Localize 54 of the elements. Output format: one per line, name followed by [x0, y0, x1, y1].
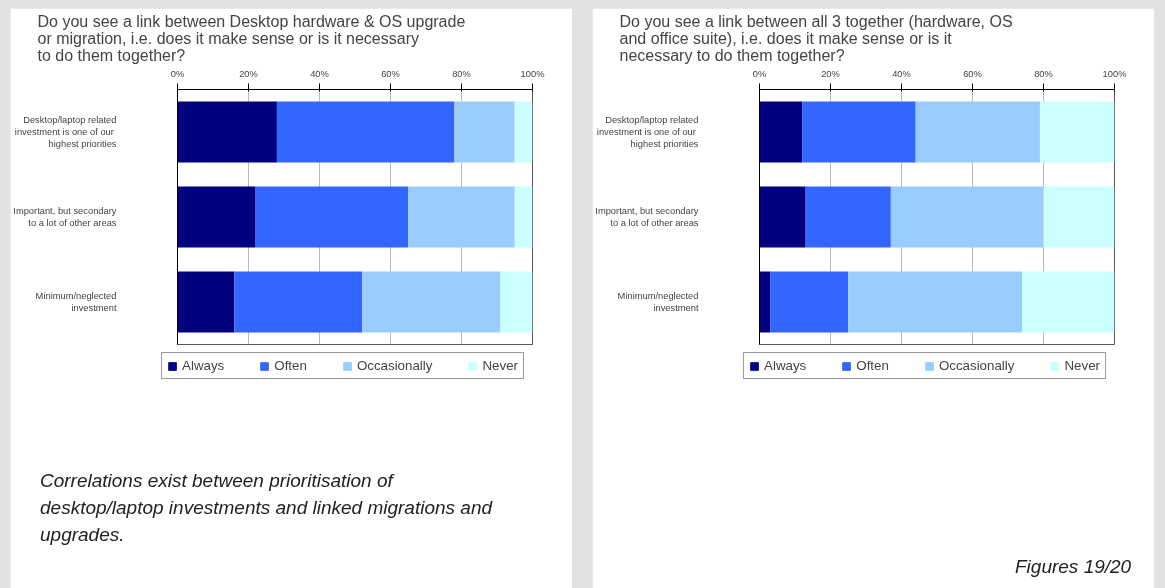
- bar: [408, 186, 515, 248]
- legend-label: Often: [856, 358, 889, 373]
- bar: [759, 101, 803, 163]
- bar: [759, 271, 771, 333]
- x-tick-label: 80%: [1034, 68, 1053, 79]
- x-tick-label: 40%: [310, 68, 329, 79]
- bar: [1039, 101, 1115, 163]
- x-tick-label: 60%: [381, 68, 400, 79]
- legend-label: Always: [182, 358, 225, 373]
- bar: [770, 271, 849, 333]
- chart-title: Do you see a link between all 3 together (hardware, OS and office suite), i.e. does it make sense or is it necessary to do them together?: [619, 12, 1013, 64]
- bar: [454, 101, 515, 163]
- bar: [514, 186, 533, 248]
- bar: [848, 271, 1023, 333]
- x-tick-label: 100%: [1102, 68, 1127, 79]
- x-tick-label: 20%: [821, 68, 840, 79]
- y-tick-label: Important, but secondary to a lot of other areas: [595, 206, 699, 228]
- x-tick-label: 20%: [239, 68, 258, 79]
- x-tick-label: 0%: [752, 68, 767, 79]
- bar: [255, 186, 409, 248]
- bar: [915, 101, 1040, 163]
- x-tick-label: 80%: [452, 68, 471, 79]
- bar: [514, 101, 533, 163]
- bar: [1022, 271, 1115, 333]
- bar: [802, 101, 916, 163]
- legend-label: Always: [764, 358, 807, 373]
- y-tick-label: Important, but secondary to a lot of other areas: [13, 206, 117, 228]
- bar: [234, 271, 363, 333]
- bar: [1043, 186, 1115, 248]
- y-tick-label: Minimum/neglected investment: [35, 291, 117, 313]
- bar: [177, 271, 235, 333]
- legend-label: Occasionally: [356, 358, 433, 373]
- bar: [890, 186, 1044, 248]
- bar: [177, 186, 256, 248]
- bar: [177, 101, 277, 163]
- y-tick-label: Desktop/laptop related investment is one of our highest priorities: [14, 115, 117, 149]
- x-tick-label: 40%: [892, 68, 911, 79]
- legend-label: Occasionally: [938, 358, 1015, 373]
- text: Figures 19/20: [1015, 555, 1132, 579]
- legend-label: Never: [482, 358, 518, 373]
- legend-label: Never: [1064, 358, 1100, 373]
- legend-label: Often: [274, 358, 307, 373]
- x-tick-label: 100%: [520, 68, 545, 79]
- x-tick-label: 60%: [963, 68, 982, 79]
- y-tick-label: Desktop/laptop related investment is one of our highest priorities: [596, 115, 699, 149]
- bar: [362, 271, 501, 333]
- bar: [276, 101, 455, 163]
- y-tick-label: Minimum/neglected investment: [617, 291, 699, 313]
- bar: [500, 271, 533, 333]
- bar: [805, 186, 891, 248]
- bar: [759, 186, 806, 248]
- text: Correlations exist between prioritisation of desktop/laptop investments and linked migrations and upgrades.: [40, 469, 494, 548]
- x-tick-label: 0%: [170, 68, 185, 79]
- chart-title: Do you see a link between Desktop hardware & OS upgrade or migration, i.e. does it make sense or is it necessary to do them together?: [37, 12, 466, 64]
